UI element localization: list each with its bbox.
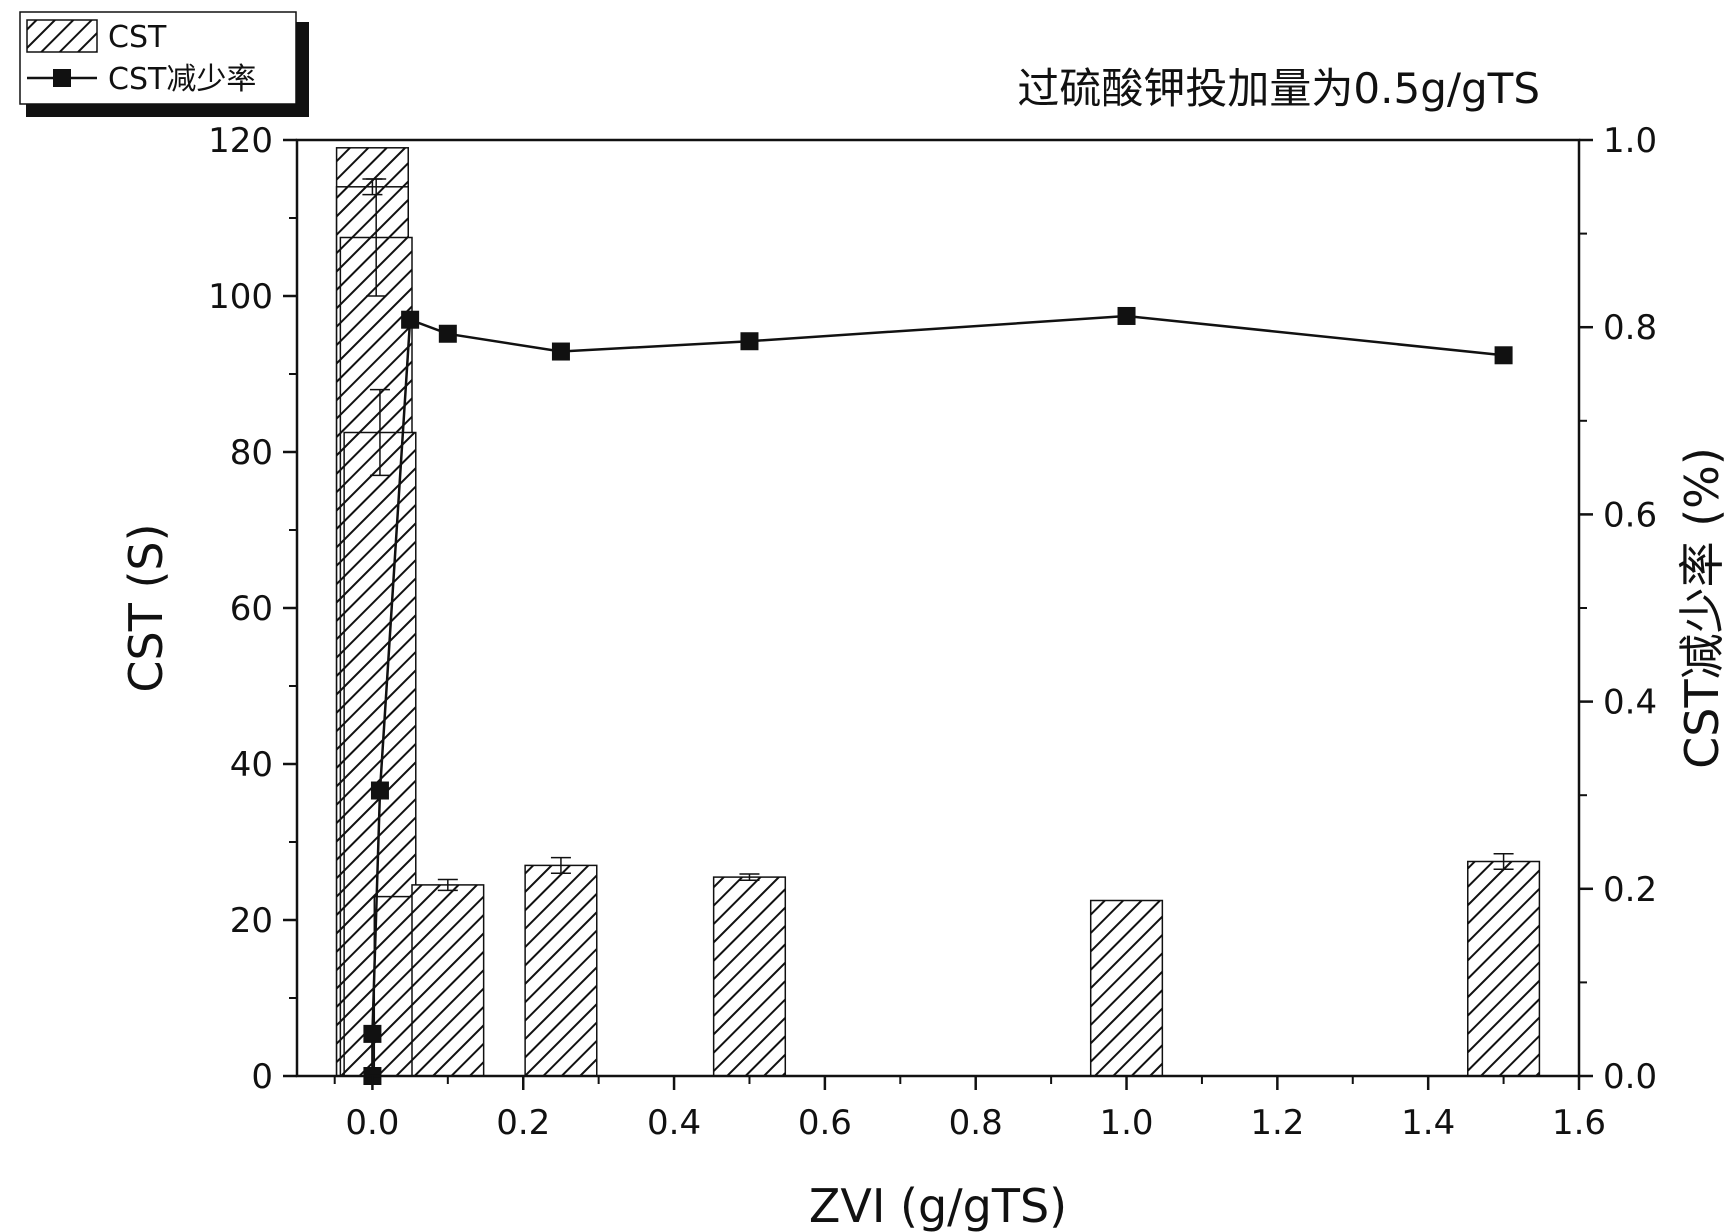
y2-tick-label: 0.4: [1603, 683, 1657, 723]
cst-bar: [411, 884, 485, 1077]
y-tick-label: 80: [230, 433, 273, 473]
y-tick-label: 60: [230, 589, 273, 629]
reduction-marker: [1494, 346, 1513, 365]
cst-bar: [712, 876, 787, 1077]
legend-label-reduction: CST减少率: [108, 62, 256, 97]
reduction-marker: [438, 324, 457, 343]
x-tick-label: 1.6: [1552, 1103, 1606, 1143]
y-axis-label: CST (S): [119, 523, 173, 692]
legend-swatch-marker: [53, 69, 71, 87]
y2-tick-label: 0.8: [1603, 308, 1657, 348]
reduction-marker: [551, 342, 570, 361]
y-tick-label: 120: [208, 121, 273, 161]
x-axis-label: ZVI (g/gTS): [809, 1179, 1067, 1232]
y-tick-label: 0: [251, 1057, 273, 1097]
y-tick-label: 40: [230, 745, 273, 785]
cst-bar: [1467, 860, 1541, 1077]
x-tick-label: 1.4: [1401, 1103, 1455, 1143]
x-tick-label: 1.0: [1099, 1103, 1153, 1143]
cst-bar: [1089, 899, 1164, 1077]
y2-axis-label: CST减少率 (%): [1675, 447, 1729, 769]
plot-area: [297, 140, 1579, 1076]
legend-label-cst: CST: [108, 20, 167, 55]
y-tick-label: 100: [208, 277, 273, 317]
reduction-marker: [370, 781, 389, 800]
y2-tick-label: 0.2: [1603, 870, 1657, 910]
annotation-text: 过硫酸钾投加量为0.5g/gTS: [1017, 64, 1540, 113]
line-layer: [363, 306, 1513, 1085]
reduction-marker: [363, 1024, 382, 1043]
y-axis-left: 0 20 40 60 80 100 120: [208, 121, 297, 1097]
x-tick-label: 0.4: [647, 1103, 701, 1143]
reduction-marker: [1117, 306, 1136, 325]
legend-swatch-bar: [26, 19, 98, 53]
y2-tick-label: 1.0: [1603, 121, 1657, 161]
x-tick-label: 0.8: [949, 1103, 1003, 1143]
y-axis-right: 0.0 0.2 0.4 0.6 0.8 1.0: [1579, 121, 1657, 1097]
x-tick-label: 0.0: [345, 1103, 399, 1143]
cst-bar: [524, 864, 598, 1077]
reduction-marker: [740, 332, 759, 351]
y2-tick-label: 0.0: [1603, 1057, 1657, 1097]
legend: CST CST减少率: [19, 11, 309, 117]
y2-tick-label: 0.6: [1603, 495, 1657, 535]
reduction-marker: [401, 310, 420, 329]
x-tick-label: 1.2: [1250, 1103, 1304, 1143]
x-axis: 0.0 0.2 0.4 0.6 0.8 1.0 1.2 1.4 1.6: [333, 1076, 1606, 1143]
x-tick-label: 0.2: [496, 1103, 550, 1143]
y-tick-label: 20: [230, 901, 273, 941]
x-tick-label: 0.6: [798, 1103, 852, 1143]
